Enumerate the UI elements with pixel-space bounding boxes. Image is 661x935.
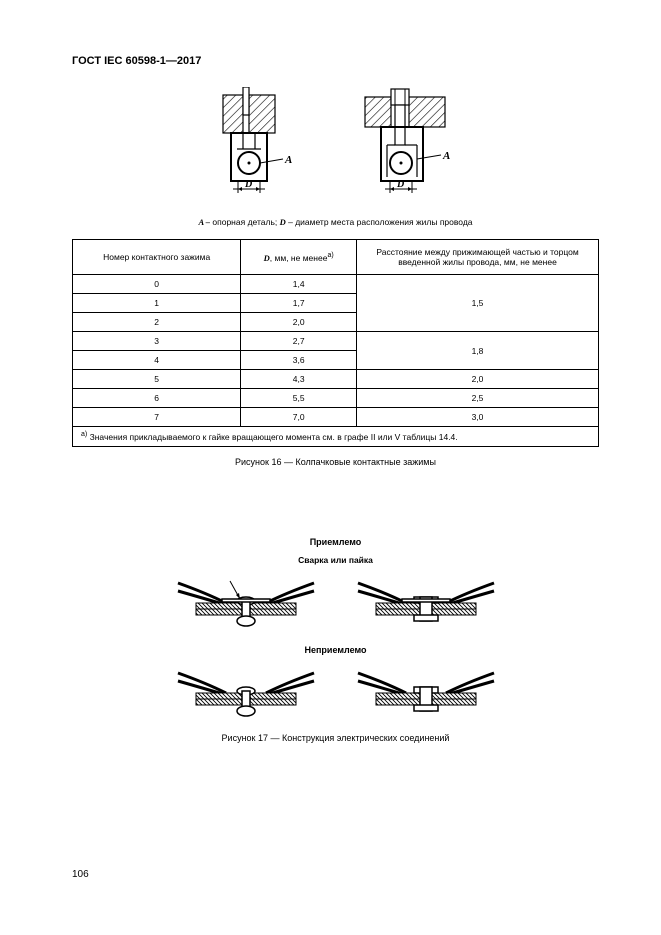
clamp-table: Номер контактного зажима D, мм, не менее… [72,239,599,447]
joint-ok-right [356,573,496,633]
label-d: D [244,179,252,190]
clamp-diagram-left: A D [201,87,311,207]
page-number: 106 [72,869,89,880]
label-weld: Сварка или пайка [298,555,373,565]
label-acceptable: Приемлемо [310,537,362,547]
col-header-number: Номер контактного зажима [73,240,241,275]
label-d-right: D [396,179,404,190]
page: ГОСТ IEC 60598-1—2017 [0,0,661,935]
document-header: ГОСТ IEC 60598-1—2017 [72,55,599,67]
joint-ok-left [176,573,316,633]
table-footnote: a) Значения прикладываемого к гайке вращ… [73,427,599,447]
clamp-diagram-right: A D [351,87,471,207]
table-row: 77,03,0 [73,408,599,427]
joint-bad-left [176,663,316,723]
figure-17-caption: Рисунок 17 — Конструкция электрических с… [72,733,599,743]
table-row: 65,52,5 [73,389,599,408]
table-row: 54,32,0 [73,370,599,389]
table-row: 01,41,5 [73,275,599,294]
col-header-distance: Расстояние между прижимающей частью и то… [357,240,599,275]
table-row: 32,71,8 [73,332,599,351]
content-area: ГОСТ IEC 60598-1—2017 [72,55,599,880]
label-unacceptable: Неприемлемо [304,645,366,655]
figure-16-caption: Рисунок 16 — Колпачковые контактные зажи… [72,457,599,467]
figure-16-diagrams: A D [72,87,599,207]
label-a-right: A [442,150,450,162]
label-a: A [284,154,292,166]
joint-bad-right [356,663,496,723]
figure-16-legend: A – опорная деталь; D – диаметр места ра… [72,217,599,227]
figure-17: Приемлемо Сварка или пайка Неприемлемо [72,537,599,723]
col-header-d: D, мм, не менееa) [241,240,357,275]
